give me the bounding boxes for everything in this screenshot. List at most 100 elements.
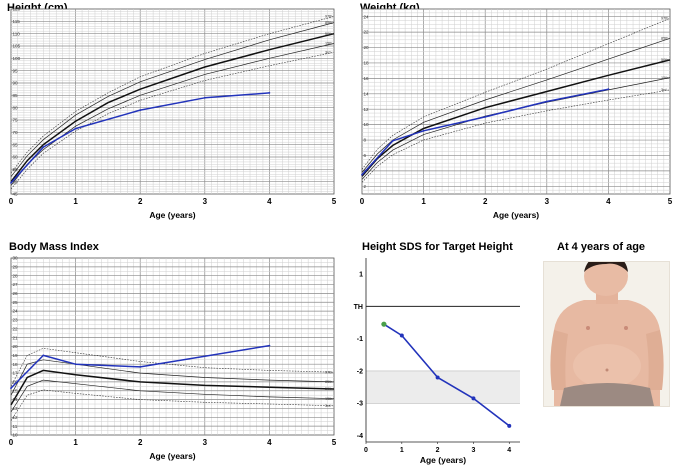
height-centile-85th bbox=[10, 22, 335, 177]
height-ytick-label: 110 bbox=[13, 31, 21, 36]
bmi-chart-title: Body Mass Index bbox=[9, 241, 99, 253]
bmi-ytick-label: 23 bbox=[13, 318, 19, 323]
height-ytick-label: 120 bbox=[13, 7, 21, 12]
weight-centile-3rd bbox=[361, 89, 671, 183]
height-patient-point bbox=[268, 91, 271, 94]
height-ytick-label: 65 bbox=[13, 142, 19, 147]
height-xtick-label: 4 bbox=[267, 197, 272, 206]
bmi-centile-85th bbox=[10, 359, 335, 396]
bmi-xtick-label: 2 bbox=[138, 438, 143, 447]
height-centile-label: 15th bbox=[325, 42, 332, 46]
bmi-xtick-label: 4 bbox=[267, 438, 272, 447]
weight-xtick-label: 3 bbox=[545, 197, 550, 206]
weight-ytick-label: 24 bbox=[364, 14, 370, 19]
weight-ytick-label: 8 bbox=[364, 138, 367, 143]
sds-xtick-label: 0 bbox=[364, 447, 368, 454]
weight-patient-point bbox=[391, 139, 394, 142]
bmi-patient-point bbox=[139, 365, 142, 368]
height-patient-point bbox=[139, 109, 142, 112]
height-xtick-label: 5 bbox=[332, 197, 337, 206]
weight-ytick-label: 2 bbox=[364, 184, 367, 189]
height-ytick-label: 90 bbox=[13, 81, 19, 86]
sds-shaded-band bbox=[366, 370, 520, 404]
height-centile-label: 97th bbox=[325, 15, 332, 19]
sds-plot-area bbox=[366, 258, 520, 442]
weight-xtick-label: 0 bbox=[360, 197, 365, 206]
bmi-centile-97th bbox=[10, 347, 335, 387]
height-xtick-label: 1 bbox=[73, 197, 78, 206]
height-centile-label: 85th bbox=[325, 21, 332, 25]
weight-xtick-label: 4 bbox=[606, 197, 611, 206]
bmi-ytick-label: 20 bbox=[13, 344, 19, 349]
sds-patient-point bbox=[435, 375, 440, 380]
weight-xtick-label: 5 bbox=[668, 197, 673, 206]
bmi-centile-label: 3rd bbox=[325, 404, 331, 408]
weight-centile-50th bbox=[361, 59, 671, 177]
bmi-ytick-label: 29 bbox=[13, 264, 19, 269]
weight-xtick-label: 1 bbox=[421, 197, 426, 206]
sds-x-axis-label: Age (years) bbox=[420, 455, 466, 465]
sds-patient-point bbox=[381, 321, 387, 327]
weight-ytick-label: 10 bbox=[364, 122, 370, 127]
bmi-centile-50th bbox=[10, 369, 335, 406]
sds-xtick-label: 2 bbox=[436, 447, 440, 454]
bmi-ytick-label: 22 bbox=[13, 326, 19, 331]
bmi-ytick-label: 11 bbox=[13, 424, 18, 429]
height-ytick-label: 60 bbox=[13, 155, 19, 160]
weight-centile-85th bbox=[361, 37, 671, 173]
sds-patient-point bbox=[399, 333, 404, 338]
bmi-ytick-label: 25 bbox=[13, 300, 19, 305]
bmi-ytick-label: 13 bbox=[13, 406, 19, 411]
weight-ytick-label: 6 bbox=[364, 153, 367, 158]
weight-centile-label: 97th bbox=[661, 16, 668, 20]
height-ytick-label: 85 bbox=[13, 93, 19, 98]
weight-ytick-label: 22 bbox=[364, 30, 370, 35]
weight-patient-line bbox=[361, 88, 609, 176]
sds-chart: 1 TH -1 -2 -3 -40 1 2 3 4 Age (years) bbox=[354, 258, 520, 465]
weight-ytick-label: 20 bbox=[364, 45, 370, 50]
bmi-xtick-label: 1 bbox=[73, 438, 78, 447]
bmi-ytick-label: 19 bbox=[13, 353, 19, 358]
height-patient-point bbox=[203, 96, 206, 99]
sds-ytick-label: -1 bbox=[357, 336, 363, 343]
sds-ytick-label: -4 bbox=[357, 433, 363, 440]
height-patient-point bbox=[42, 146, 45, 149]
weight-centile-label: 15th bbox=[661, 76, 668, 80]
bmi-centile-3rd bbox=[10, 389, 335, 421]
bmi-centile-label: 15th bbox=[325, 397, 332, 401]
bmi-x-axis-label: Age (years) bbox=[149, 451, 195, 461]
bmi-ytick-label: 24 bbox=[13, 309, 19, 314]
height-patient-line bbox=[10, 92, 270, 184]
height-xtick-label: 2 bbox=[138, 197, 143, 206]
bmi-patient-point bbox=[10, 387, 12, 389]
bmi-ytick-label: 26 bbox=[13, 291, 19, 296]
height-ytick-label: 115 bbox=[13, 19, 21, 24]
sds-ytick-label: -3 bbox=[357, 401, 363, 408]
weight-ytick-label: 12 bbox=[364, 107, 370, 112]
photo-caption: At 4 years of age bbox=[557, 241, 646, 253]
sds-chart-title: Height SDS for Target Height bbox=[362, 241, 513, 253]
weight-patient-point bbox=[484, 116, 487, 118]
sds-patient-point bbox=[471, 396, 476, 401]
weight-xtick-label: 2 bbox=[483, 197, 488, 206]
sds-ytick-label: TH bbox=[354, 304, 363, 311]
bmi-ytick-label: 30 bbox=[13, 256, 19, 261]
bmi-ytick-label: 15 bbox=[13, 388, 19, 393]
sds-patient-point bbox=[507, 423, 512, 428]
height-ytick-label: 55 bbox=[13, 167, 19, 172]
height-ytick-label: 70 bbox=[13, 130, 19, 135]
weight-ytick-label: 14 bbox=[364, 91, 370, 96]
height-xtick-label: 3 bbox=[203, 197, 208, 206]
weight-patient-point bbox=[422, 129, 425, 132]
sds-xtick-label: 3 bbox=[471, 447, 475, 454]
bmi-centile-label: 97th bbox=[325, 370, 332, 374]
bmi-xtick-label: 3 bbox=[203, 438, 208, 447]
height-xtick-label: 0 bbox=[9, 197, 14, 206]
weight-centile-label: 50th bbox=[661, 58, 668, 62]
bmi-ytick-label: 27 bbox=[13, 282, 19, 287]
bmi-ytick-label: 18 bbox=[13, 362, 19, 367]
bmi-ytick-label: 17 bbox=[13, 371, 19, 376]
child-photo bbox=[543, 261, 670, 407]
